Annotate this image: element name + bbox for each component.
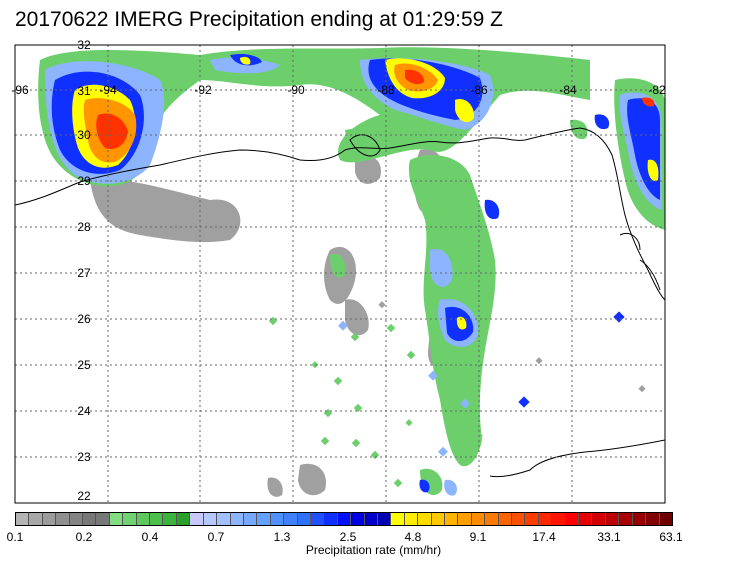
colorbar-swatch [163, 513, 177, 525]
colorbar-swatch [377, 513, 392, 525]
colorbar-swatch [565, 513, 580, 525]
lat-label: 28 [77, 220, 91, 234]
colorbar-swatch [109, 513, 124, 525]
lon-label: -88 [377, 83, 395, 97]
lat-label: 23 [77, 450, 91, 464]
colorbar-tick-label: 63.1 [659, 530, 683, 544]
colorbar-swatch [29, 513, 43, 525]
colorbar-swatch [471, 513, 486, 525]
colorbar-swatch [351, 513, 365, 525]
colorbar-swatch [136, 513, 151, 525]
colorbar-tick-label: 1.3 [273, 530, 291, 544]
lat-lon-grid [15, 45, 665, 503]
colorbar-tick-label: 4.8 [404, 530, 422, 544]
latitude-labels: 32 31 30 29 28 27 26 25 24 23 22 [77, 38, 91, 503]
extreme-rain-areas [96, 69, 655, 150]
map-title: 20170622 IMERG Precipitation ending at 0… [15, 8, 503, 31]
lon-label: -94 [99, 83, 117, 97]
lat-label: 26 [77, 312, 91, 326]
colorbar-swatch [605, 513, 620, 525]
colorbar-tick-label: 0.2 [75, 530, 93, 544]
colorbar-swatch [445, 513, 459, 525]
colorbar-swatch [525, 513, 539, 525]
colorbar-swatch [270, 513, 285, 525]
colorbar-swatch [485, 513, 499, 525]
colorbar-swatch [552, 513, 566, 525]
colorbar-swatch [203, 513, 218, 525]
lon-label: -90 [287, 83, 305, 97]
colorbar-swatch [150, 513, 164, 525]
colorbar-ticks: 0.1 0.2 0.4 0.7 1.3 2.5 4.8 9.1 17.4 33.… [0, 530, 747, 546]
colorbar-swatch [16, 513, 30, 525]
colorbar-swatch [579, 513, 593, 525]
colorbar-swatch [337, 513, 352, 525]
colorbar-swatch [632, 513, 647, 525]
colorbar-tick-label: 17.4 [532, 530, 556, 544]
colorbar-swatch [364, 513, 378, 525]
lon-label: -86 [470, 83, 488, 97]
colorbar-tick-label: 33.1 [597, 530, 621, 544]
colorbar-tick-label: 0.4 [141, 530, 159, 544]
lat-label: 22 [77, 489, 91, 503]
lat-label: 25 [77, 358, 91, 372]
colorbar-swatch [176, 513, 191, 525]
colorbar-swatch [538, 513, 553, 525]
colorbar-swatch [69, 513, 84, 525]
lon-label: -84 [559, 83, 577, 97]
colorbar-swatch [418, 513, 432, 525]
scattered-cells [268, 301, 646, 488]
longitude-labels: -96 -94 -92 -90 -88 -86 -84 -82 [11, 83, 666, 97]
colorbar-swatch [123, 513, 137, 525]
colorbar-tick-label: 9.1 [469, 530, 487, 544]
lon-label: -96 [11, 83, 29, 97]
colorbar-tick-label: 0.7 [207, 530, 225, 544]
colorbar-swatch [404, 513, 419, 525]
lat-label: 30 [77, 128, 91, 142]
colorbar-swatch [498, 513, 513, 525]
lat-label: 31 [77, 84, 91, 98]
lat-label: 27 [77, 266, 91, 280]
colorbar-tick-label: 2.5 [339, 530, 357, 544]
map-frame [14, 44, 666, 504]
colorbar-swatch [83, 513, 97, 525]
color-bar [15, 512, 673, 526]
colorbar-swatch [42, 513, 57, 525]
colorbar-swatch [96, 513, 110, 525]
lon-label: -82 [648, 83, 666, 97]
colorbar-swatch [257, 513, 271, 525]
lat-label: 32 [77, 38, 91, 52]
colorbar-swatch [190, 513, 204, 525]
colorbar-swatch [646, 513, 660, 525]
colorbar-swatch [230, 513, 244, 525]
lon-label: -92 [194, 83, 212, 97]
colorbar-swatch [243, 513, 258, 525]
colorbar-swatch [297, 513, 311, 525]
colorbar-swatch [659, 513, 672, 525]
colorbar-swatch [512, 513, 526, 525]
colorbar-label: Precipitation rate (mm/hr) [305, 543, 442, 557]
colorbar-swatch [217, 513, 231, 525]
colorbar-swatch [324, 513, 338, 525]
colorbar-swatch [619, 513, 633, 525]
colorbar-swatch [431, 513, 445, 525]
colorbar-tick-label: 0.1 [6, 530, 24, 544]
light-rain-areas [90, 149, 447, 497]
colorbar-swatch [56, 513, 70, 525]
colorbar-swatch [391, 513, 405, 525]
colorbar-swatch [310, 513, 325, 525]
precipitation-field [38, 47, 665, 497]
colorbar-swatch [284, 513, 298, 525]
colorbar-swatch [458, 513, 472, 525]
lat-label: 29 [77, 174, 91, 188]
lat-label: 24 [77, 404, 91, 418]
colorbar-swatch [592, 513, 606, 525]
